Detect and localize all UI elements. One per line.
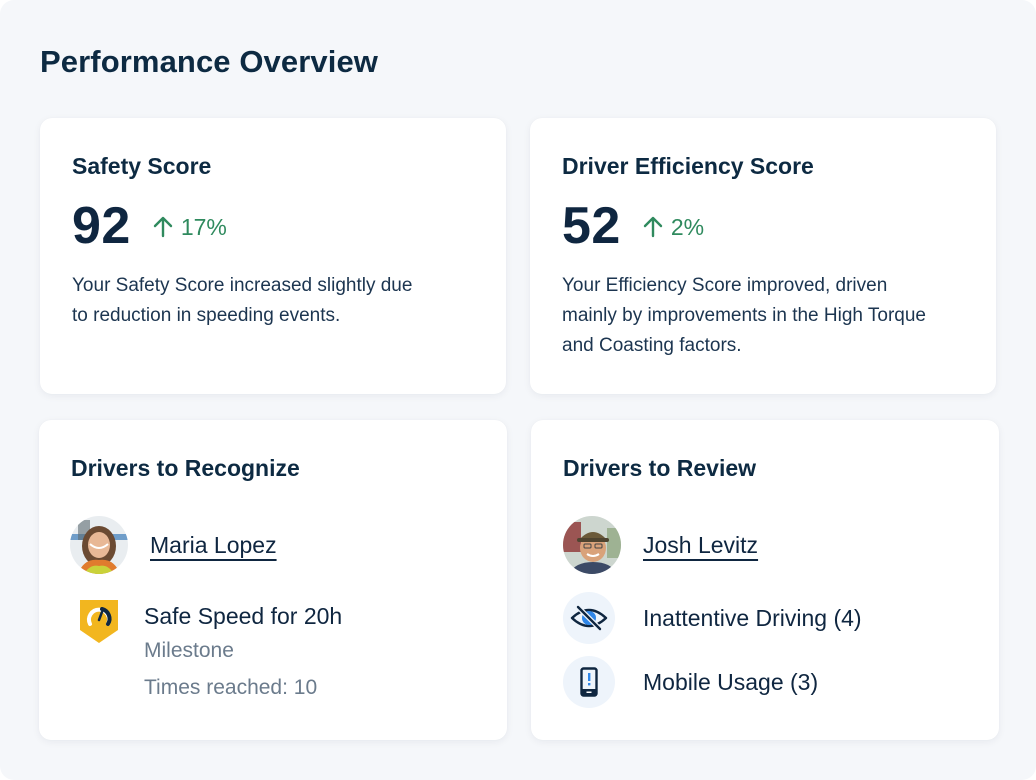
- driver-row: Maria Lopez: [70, 516, 277, 574]
- avatar-photo-icon: [70, 516, 128, 574]
- arrow-up-icon: [153, 216, 173, 238]
- page-title: Performance Overview: [40, 44, 379, 79]
- avatar[interactable]: [563, 516, 621, 574]
- delta-value: 2%: [670, 213, 705, 240]
- eye-off-icon: [570, 605, 608, 631]
- card-title: Driver Efficiency Score: [562, 153, 814, 179]
- event-label: Mobile Usage (3): [643, 668, 819, 695]
- delta-value: 17%: [180, 213, 227, 240]
- drivers-to-review-card: Drivers to Review Josh Levitz: [531, 420, 999, 740]
- card-title: Drivers to Recognize: [71, 455, 300, 481]
- safety-score-card: Safety Score 92 17% Your Safety Score in…: [40, 118, 506, 394]
- score-delta: 17%: [153, 214, 227, 241]
- drivers-to-recognize-card: Drivers to Recognize Maria Lopez: [39, 420, 507, 740]
- milestone-badge: [79, 596, 119, 649]
- speedometer-badge-icon: [80, 600, 118, 643]
- card-title: Safety Score: [72, 153, 212, 179]
- score-delta: 2%: [643, 214, 704, 241]
- milestone-details: Safe Speed for 20h Milestone Times reach…: [144, 600, 342, 706]
- score-row: 92 17%: [72, 196, 227, 256]
- driver-row: Josh Levitz: [563, 516, 758, 574]
- event-icon-container: [563, 656, 615, 708]
- event-icon-container: [563, 592, 615, 644]
- event-row-mobile-usage[interactable]: Mobile Usage (3): [563, 656, 818, 708]
- score-description: Your Efficiency Score improved, driven m…: [562, 275, 926, 356]
- efficiency-score-value: 52: [562, 197, 621, 255]
- milestone-type: Milestone: [144, 639, 234, 662]
- event-label: Inattentive Driving (4): [643, 604, 862, 631]
- event-row-inattentive-driving[interactable]: Inattentive Driving (4): [563, 592, 862, 644]
- safety-score-value: 92: [72, 197, 131, 255]
- driver-name-link[interactable]: Josh Levitz: [643, 531, 759, 558]
- milestone-times-reached: Times reached: 10: [144, 676, 318, 699]
- mobile-alert-icon: [580, 667, 598, 697]
- card-title: Drivers to Review: [563, 455, 757, 481]
- avatar[interactable]: [70, 516, 128, 574]
- milestone-title: Safe Speed for 20h: [144, 603, 343, 629]
- score-row: 52 2%: [562, 196, 704, 256]
- arrow-up-icon: [643, 216, 663, 238]
- efficiency-score-card: Driver Efficiency Score 52 2% Your Effic…: [530, 118, 996, 394]
- avatar-photo-icon: [563, 516, 621, 574]
- score-description: Your Safety Score increased slightly due…: [72, 275, 413, 326]
- driver-name-link[interactable]: Maria Lopez: [150, 531, 277, 558]
